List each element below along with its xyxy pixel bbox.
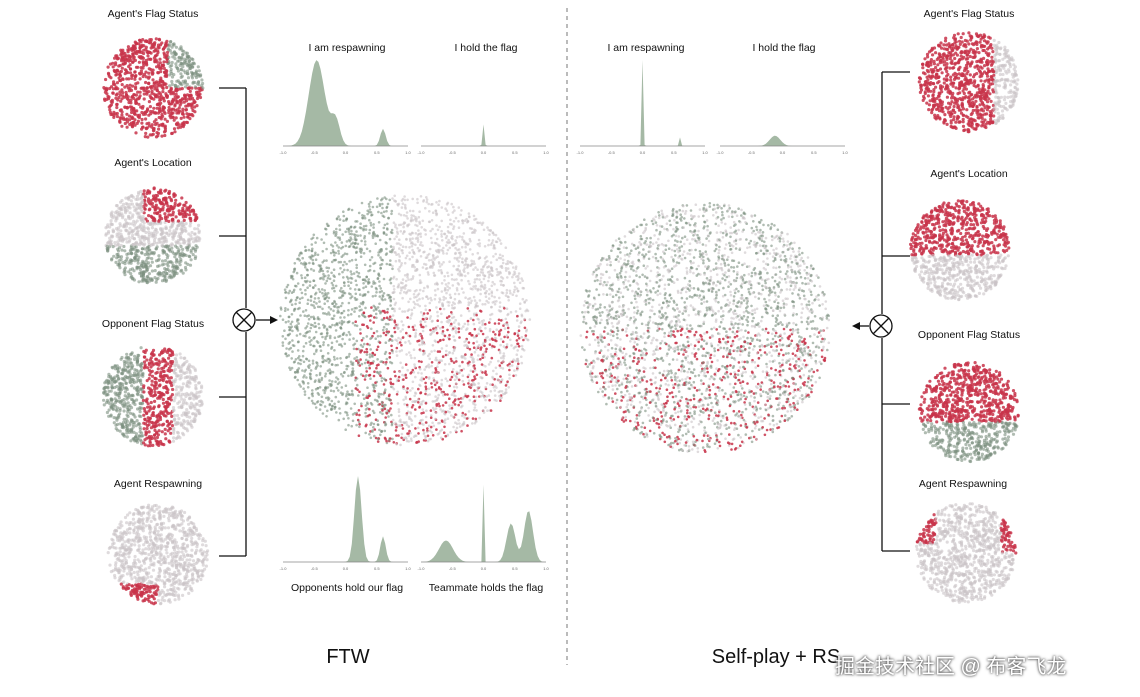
right-density-hold-flag: -1.0 -0.5 0.0 0.5 1.0 bbox=[717, 135, 849, 155]
left-plot-title-hold-flag: I hold the flag bbox=[454, 42, 518, 54]
right-plot-title-respawning: I am respawning bbox=[607, 42, 685, 54]
left-label-agent-flag-status: Agent's Flag Status bbox=[107, 8, 199, 20]
right-label-agent-location: Agent's Location bbox=[930, 168, 1008, 180]
left-plot-title-respawning: I am respawning bbox=[308, 42, 386, 54]
left-main-embedding bbox=[279, 194, 532, 447]
left-cloud-agent-respawning bbox=[106, 503, 210, 606]
right-density-respawning: -1.0 -0.5 0.0 0.5 1.0 bbox=[577, 60, 709, 155]
left-cloud-agent-location bbox=[104, 186, 202, 285]
left-cloud-opponent-flag-status bbox=[102, 346, 204, 448]
left-label-opponent-flag-status: Opponent Flag Status bbox=[101, 318, 205, 330]
right-cloud-opponent-flag-status bbox=[917, 361, 1020, 464]
right-arrow-icon bbox=[852, 322, 869, 330]
left-label-agent-location: Agent's Location bbox=[114, 157, 192, 169]
right-combine-icon bbox=[869, 314, 893, 338]
left-density-respawning: -1.0 -0.5 0.0 0.5 1.0 bbox=[280, 60, 412, 155]
right-main-embedding bbox=[579, 202, 831, 454]
left-label-agent-respawning: Agent Respawning bbox=[113, 478, 203, 490]
density-plots: -1.0 -0.5 0.0 0.5 1.0 -1.0 -0.5 0.0 0.5 1.0-1.0 -0… bbox=[280, 60, 849, 571]
watermark-text: 掘金技术社区 @ 布客飞龙 bbox=[835, 656, 1067, 678]
left-combine-icon bbox=[232, 308, 256, 332]
embedding-clouds bbox=[102, 31, 1020, 606]
right-cloud-agent-location bbox=[909, 199, 1011, 302]
left-plot-title-teammate-holds-flag: Teammate holds the flag bbox=[428, 582, 544, 594]
right-cloud-agent-respawning bbox=[915, 502, 1018, 604]
left-bracket bbox=[219, 87, 247, 557]
left-density-opponents-hold-flag: -1.0 -0.5 0.0 0.5 1.0 bbox=[280, 476, 412, 571]
right-method-label: Self-play + RS bbox=[711, 646, 841, 668]
left-cloud-agent-flag-status bbox=[102, 37, 205, 139]
left-arrow-icon bbox=[256, 316, 278, 324]
right-bracket bbox=[881, 71, 910, 552]
left-density-hold-flag: -1.0 -0.5 0.0 0.5 1.0 bbox=[418, 124, 550, 155]
left-plot-title-opponents-hold-flag: Opponents hold our flag bbox=[290, 582, 404, 594]
left-method-label: FTW bbox=[326, 646, 370, 668]
right-label-agent-flag-status: Agent's Flag Status bbox=[923, 8, 1015, 20]
left-density-teammate-holds-flag: -1.0 -0.5 0.0 0.5 1.0 bbox=[418, 484, 550, 571]
right-cloud-agent-flag-status bbox=[917, 31, 1020, 134]
right-label-opponent-flag-status: Opponent Flag Status bbox=[917, 329, 1021, 341]
right-plot-title-hold-flag: I hold the flag bbox=[752, 42, 816, 54]
right-label-agent-respawning: Agent Respawning bbox=[918, 478, 1008, 490]
